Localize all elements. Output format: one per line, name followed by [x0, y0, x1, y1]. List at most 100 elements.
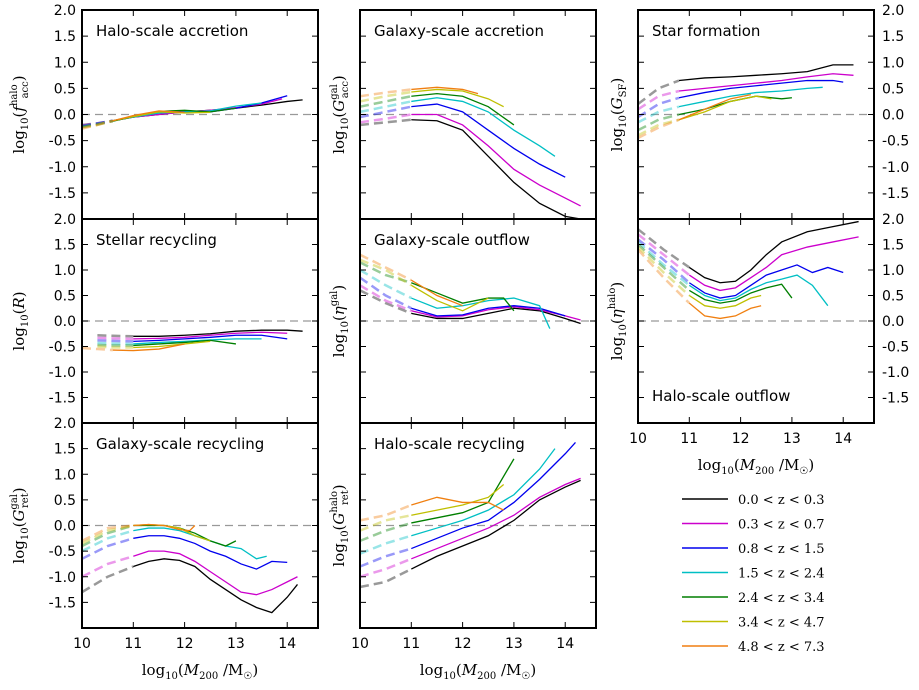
y-tick-label: 0.5: [882, 81, 904, 97]
y-tick-label: 2.0: [54, 416, 76, 432]
series-line-1: [411, 307, 581, 325]
series-extrapolation-3: [97, 339, 134, 343]
y-tick-label: -1.0: [49, 365, 76, 381]
legend-label: 2.4 < z < 3.4: [738, 591, 825, 606]
series-line-5: [678, 95, 792, 116]
series-extrapolation-2: [359, 284, 412, 312]
series-line-2: [678, 73, 854, 92]
series-extrapolation-4: [359, 100, 412, 114]
series-line-7: [112, 110, 185, 122]
y-tick-label: 0.0: [54, 314, 76, 330]
series-extrapolation-6: [81, 119, 114, 129]
series-line-3: [678, 79, 844, 99]
y-tick-label: 2.0: [54, 212, 76, 228]
y-tick-label: -1.0: [882, 160, 909, 176]
series-line-6: [411, 484, 505, 516]
y-axis-label: log10(GSF): [608, 78, 629, 152]
series-line-1: [133, 558, 298, 614]
series-extrapolation-1: [81, 565, 134, 594]
y-axis-label: log10(Ggalacc): [329, 75, 351, 154]
series-extrapolation-5: [637, 243, 691, 292]
y-axis-label: log10(ηhalo): [607, 282, 629, 361]
series-extrapolation-2: [637, 89, 680, 111]
series-line-3: [688, 264, 844, 299]
y-tick-label: -1.5: [882, 186, 909, 202]
series-line-4: [688, 274, 829, 307]
series-extrapolation-2: [637, 233, 691, 277]
series-extrapolation-6: [359, 514, 412, 532]
panel-title: Star formation: [652, 22, 760, 40]
y-tick-label: -1.5: [49, 595, 76, 611]
series-extrapolation-2: [359, 557, 412, 578]
series-extrapolation-6: [81, 524, 134, 545]
x-tick-label: 11: [680, 431, 698, 447]
y-tick-label: 2.0: [882, 3, 904, 19]
series-extrapolation-1: [637, 228, 691, 269]
y-tick-label: 1.0: [54, 263, 76, 279]
y-axis-label: log10(Ghaloret): [329, 484, 351, 566]
series-line-6: [411, 88, 504, 108]
series-extrapolation-3: [637, 96, 680, 119]
series-extrapolation-7: [81, 524, 134, 542]
legend-label: 4.8 < z < 7.3: [738, 640, 825, 655]
series-line-7: [112, 343, 185, 352]
y-tick-label: 0.5: [54, 81, 76, 97]
series-line-3: [411, 442, 576, 550]
x-axis-label: log10(M200 /M☉): [420, 661, 537, 682]
panel-title: Stellar recycling: [96, 231, 217, 249]
y-tick-label: 1.5: [54, 442, 76, 458]
series-line-3: [133, 334, 288, 343]
y-tick-label: 0.5: [54, 289, 76, 305]
series-line-7: [678, 94, 751, 121]
series-extrapolation-7: [637, 118, 680, 140]
panel-galaxy-outflow: Galaxy-scale outflow log10(ηgal): [329, 218, 597, 424]
y-tick-label: 0.5: [882, 289, 904, 305]
series-line-3: [133, 535, 288, 570]
series-line-5: [688, 283, 793, 304]
legend-entry: 4.8 < z < 7.3: [682, 640, 825, 655]
legend-entry: 0.8 < z < 1.5: [682, 542, 825, 557]
series-extrapolation-6: [359, 90, 412, 103]
series-extrapolation-5: [97, 343, 134, 347]
y-tick-label: -1.5: [882, 391, 909, 407]
series-extrapolation-2: [81, 555, 134, 578]
series-line-4: [133, 527, 267, 560]
x-axis-label: log10(M200 /M☉): [142, 661, 259, 682]
series-line-1: [678, 64, 854, 82]
x-tick-label: 13: [505, 636, 523, 652]
series-extrapolation-4: [637, 105, 680, 124]
y-axis-label: log10(ηgal): [329, 285, 351, 357]
panel-title: Galaxy-scale outflow: [374, 231, 530, 249]
series-line-6: [112, 111, 211, 122]
series-extrapolation-7: [81, 119, 114, 130]
series-extrapolation-1: [359, 118, 412, 127]
y-tick-label: 2.0: [882, 212, 904, 228]
legend: 0.0 < z < 0.3 0.3 < z < 0.7 0.8 < z < 1.5 1…: [682, 493, 825, 655]
series-line-4: [411, 97, 556, 157]
series-extrapolation-1: [359, 289, 412, 315]
x-tick-label: 11: [402, 636, 420, 652]
y-tick-label: 0.0: [882, 314, 904, 330]
series-line-1: [411, 479, 581, 570]
series-extrapolation-1: [81, 119, 113, 127]
series-line-2: [688, 236, 859, 292]
x-tick-label: 10: [629, 431, 647, 447]
series-extrapolation-4: [359, 268, 412, 300]
y-tick-label: -0.5: [882, 340, 909, 356]
y-tick-label: 1.5: [882, 238, 904, 254]
y-axis-label: log10(fhaloacc): [9, 75, 31, 153]
series-line-7: [410, 279, 463, 307]
series-line-2: [411, 477, 581, 560]
series-extrapolation-1: [637, 79, 680, 106]
legend-label: 3.4 < z < 4.7: [738, 616, 825, 631]
series-line-4: [133, 338, 262, 345]
series-line-1: [688, 220, 859, 284]
x-tick-label: 14: [278, 636, 296, 652]
series-line-5: [411, 458, 515, 524]
series-line-2: [133, 550, 298, 596]
series-extrapolation-5: [359, 94, 412, 108]
series-line-4: [411, 297, 551, 329]
series-extrapolation-4: [359, 534, 412, 555]
y-axis-label: log10(Ggalret): [9, 487, 31, 563]
